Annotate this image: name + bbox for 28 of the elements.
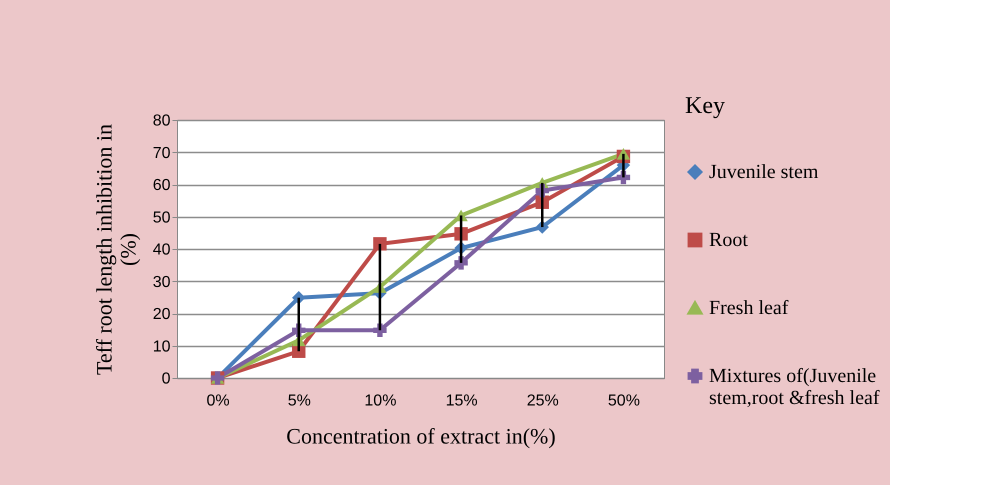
y-tick-label: 10 — [152, 338, 171, 356]
x-tick-label: 15% — [446, 392, 478, 410]
x-tick-label: 5% — [288, 392, 311, 410]
y-axis-title: Teff root length inhibition in (%) — [92, 124, 141, 376]
legend-label: Mixtures of(Juvenile stem,root &fresh leaf — [709, 365, 880, 409]
x-tick-label: 0% — [206, 392, 230, 410]
point — [373, 237, 387, 251]
y-tick-label: 50 — [152, 209, 171, 226]
y-tick-label: 30 — [152, 274, 171, 291]
x-tick-label: 10% — [364, 392, 396, 410]
legend-label: Root — [709, 229, 748, 251]
legend-label: Juvenile stem — [709, 161, 819, 183]
bar — [460, 215, 462, 263]
bar — [378, 244, 382, 330]
bar — [298, 298, 300, 352]
y-tick-label: 20 — [152, 306, 171, 323]
legend-title: Key — [685, 93, 725, 119]
bar — [541, 182, 544, 228]
y-tick-label: 0 — [162, 370, 171, 388]
y-tick-label: 80 — [152, 112, 171, 130]
y-tick-label: 40 — [152, 242, 171, 258]
y-tick-label: 70 — [152, 144, 171, 162]
x-tick-label: 50% — [608, 392, 640, 410]
x-tick-label: 25% — [526, 392, 559, 410]
legend-label: Fresh leaf — [709, 297, 789, 319]
bar — [622, 154, 625, 178]
y-tick-label: 60 — [152, 177, 171, 194]
x-axis-title: Concentration of extract in(%) — [286, 424, 556, 448]
